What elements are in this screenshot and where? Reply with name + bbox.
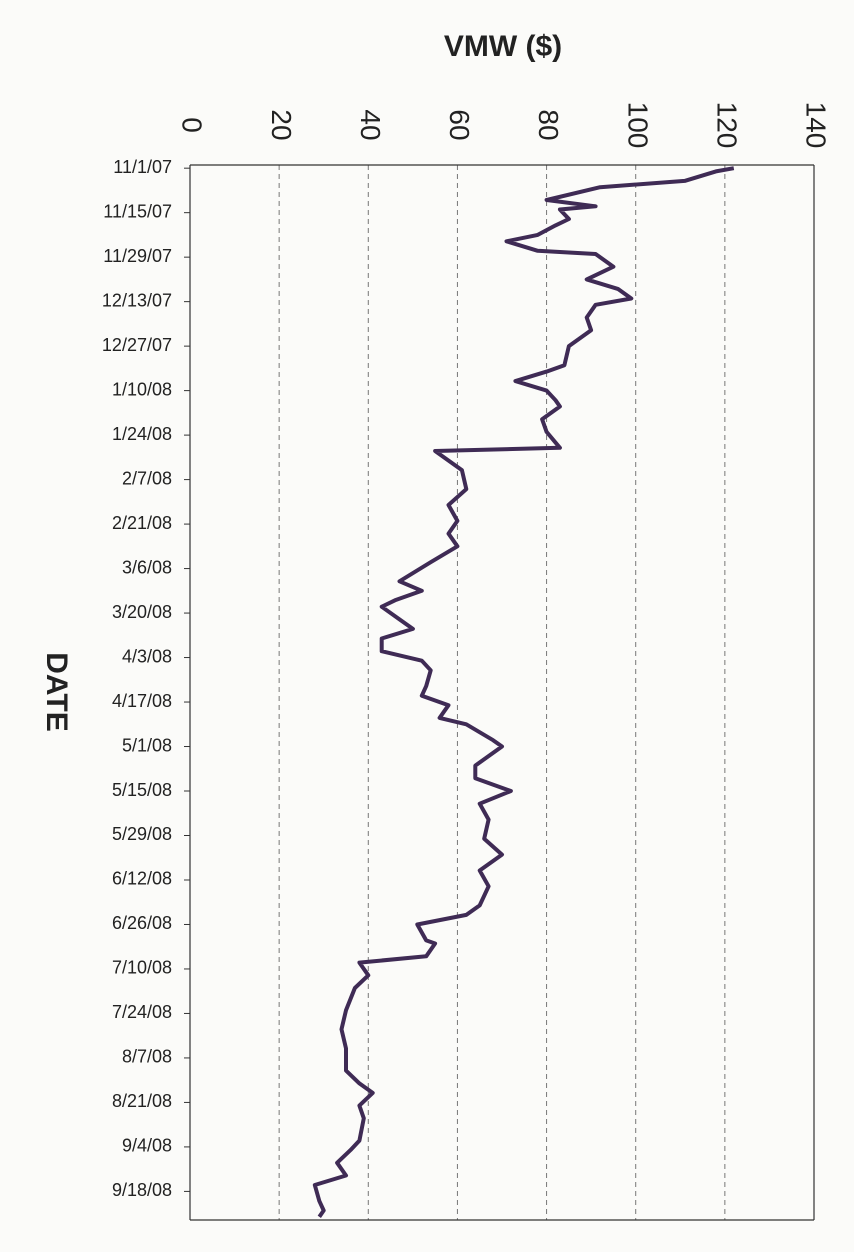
- x-tick-label: 120: [711, 102, 742, 149]
- y-tick-label: 11/29/07: [103, 246, 172, 266]
- x-tick-label: 100: [622, 102, 653, 149]
- y-tick-label: 9/4/08: [122, 1136, 172, 1156]
- y-tick-label: 12/13/07: [102, 290, 172, 310]
- y-tick-label: 1/24/08: [112, 424, 172, 444]
- y-tick-label: 4/3/08: [122, 646, 172, 666]
- x-tick-label: 140: [801, 102, 832, 149]
- x-tick-label: 80: [533, 109, 564, 140]
- price-line: [312, 166, 735, 1218]
- y-axis-title: DATE: [40, 652, 73, 731]
- y-tick-label: 2/21/08: [112, 513, 172, 533]
- x-tick-label: 60: [444, 109, 475, 140]
- y-tick-label: 7/24/08: [112, 1002, 172, 1022]
- y-tick-label: 11/1/07: [113, 157, 172, 177]
- y-tick-label: 9/18/08: [112, 1180, 172, 1200]
- x-tick-label: 40: [355, 109, 386, 140]
- y-tick-label: 5/1/08: [122, 735, 172, 755]
- y-tick-label: 6/26/08: [112, 913, 172, 933]
- y-tick-label: 5/15/08: [112, 780, 172, 800]
- y-tick-label: 11/15/07: [103, 201, 172, 221]
- axis-title: VMW ($): [444, 30, 562, 63]
- y-tick-label: 8/21/08: [112, 1091, 172, 1111]
- y-tick-label: 8/7/08: [122, 1047, 172, 1067]
- x-tick-label: 20: [266, 109, 297, 140]
- y-tick-label: 7/10/08: [112, 958, 172, 978]
- y-tick-label: 12/27/07: [102, 335, 172, 355]
- x-tick-label: 0: [177, 117, 208, 133]
- y-tick-label: 3/6/08: [122, 557, 172, 577]
- y-tick-label: 6/12/08: [112, 869, 172, 889]
- y-tick-label: 1/10/08: [112, 379, 172, 399]
- y-tick-label: 4/17/08: [112, 691, 172, 711]
- y-tick-label: 2/7/08: [122, 468, 172, 488]
- y-tick-label: 5/29/08: [112, 824, 172, 844]
- y-tick-label: 3/20/08: [112, 602, 172, 622]
